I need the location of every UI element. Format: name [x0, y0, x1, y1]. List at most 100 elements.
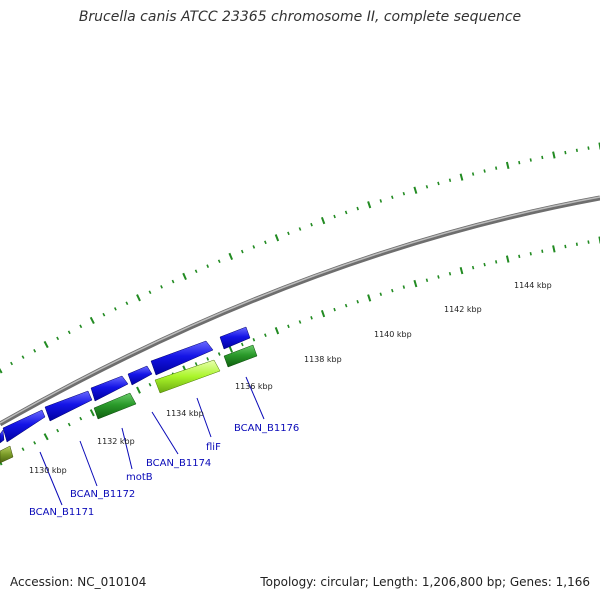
minor-tick — [379, 292, 383, 296]
gene-feature-forward[interactable] — [2, 409, 46, 443]
gene-feature-forward[interactable] — [219, 326, 251, 350]
minor-tick — [194, 269, 198, 274]
gene-feature-forward[interactable] — [0, 429, 5, 444]
map-title: Brucella canis ATCC 23365 chromosome II,… — [78, 9, 522, 25]
minor-tick — [333, 307, 336, 312]
major-tick — [43, 433, 49, 441]
minor-tick — [160, 285, 163, 289]
minor-tick — [448, 178, 452, 182]
accession-text: Accession: NC_010104 — [10, 575, 147, 589]
minor-tick — [402, 191, 406, 196]
minor-tick — [575, 148, 578, 153]
minor-tick — [391, 195, 394, 200]
minor-tick — [33, 441, 37, 445]
minor-tick — [21, 355, 25, 359]
kbp-label: 1140 kbp — [374, 330, 412, 339]
minor-tick — [206, 357, 210, 361]
major-tick — [274, 234, 280, 242]
major-tick — [228, 345, 234, 353]
minor-tick — [356, 206, 359, 211]
minor-tick — [425, 278, 429, 283]
major-tick — [0, 367, 3, 374]
scale-labels: 1130 kbp 1132 kbp 1134 kbp 1136 kbp 1138… — [29, 281, 552, 475]
minor-tick — [252, 245, 256, 249]
sequence-backbone — [0, 195, 600, 427]
minor-tick — [264, 240, 267, 245]
minor-tick — [437, 275, 440, 279]
minor-tick — [587, 240, 590, 244]
gene-label-leaders — [39, 376, 265, 506]
gene-feature-forward[interactable] — [44, 390, 93, 422]
major-tick — [320, 309, 326, 318]
minor-tick — [391, 288, 394, 293]
gene-feature-forward[interactable] — [127, 365, 153, 386]
minor-tick — [379, 199, 383, 203]
major-tick — [505, 161, 510, 170]
major-tick — [182, 272, 187, 281]
kbp-label: 1144 kbp — [514, 281, 552, 290]
minor-tick — [240, 249, 244, 254]
gene-label-bcan-b1174[interactable]: BCAN_B1174 — [146, 458, 211, 469]
minor-tick — [113, 307, 117, 311]
outer-tick-ring — [0, 142, 600, 374]
minor-tick — [587, 146, 590, 150]
forward-strand-genes — [0, 326, 251, 444]
minor-tick — [33, 349, 37, 353]
minor-tick — [344, 303, 348, 308]
minor-tick — [495, 166, 498, 170]
minor-tick — [298, 320, 302, 324]
major-tick — [367, 294, 372, 302]
major-tick — [552, 151, 556, 159]
minor-tick — [333, 214, 336, 219]
gene-feature-forward[interactable] — [150, 340, 214, 376]
minor-tick — [194, 362, 198, 366]
gene-feature-olive[interactable] — [0, 445, 14, 464]
gene-feature-reverse[interactable] — [223, 344, 258, 368]
minor-tick — [541, 155, 544, 160]
gene-label-motb[interactable]: motB — [126, 472, 153, 483]
minor-tick — [56, 428, 60, 433]
minor-tick — [67, 422, 71, 427]
minor-tick — [79, 416, 83, 421]
gene-feature-forward[interactable] — [90, 375, 129, 402]
minor-tick — [529, 158, 532, 162]
major-tick — [505, 255, 510, 263]
minor-tick — [425, 185, 429, 189]
minor-tick — [356, 299, 359, 304]
major-tick — [136, 386, 141, 394]
minor-tick — [344, 210, 348, 215]
reverse-strand-genes — [0, 344, 258, 464]
minor-tick — [287, 231, 290, 236]
minor-tick — [264, 333, 267, 337]
minor-tick — [217, 259, 221, 264]
major-tick — [413, 279, 418, 288]
major-tick — [0, 459, 3, 466]
minor-tick — [79, 324, 83, 329]
kbp-label: 1130 kbp — [29, 466, 67, 475]
gene-label-flif[interactable]: fliF — [206, 442, 221, 453]
minor-tick — [217, 352, 221, 356]
gene-feature-reverse[interactable] — [93, 392, 137, 420]
gene-feature-highlight[interactable] — [154, 359, 221, 394]
topology-text: Topology: circular; Length: 1,206,800 bp… — [260, 575, 590, 589]
gene-label-bcan-b1176[interactable]: BCAN_B1176 — [234, 423, 299, 434]
sequence-backbone-highlight — [0, 196, 600, 424]
gene-label-bcan-b1171[interactable]: BCAN_B1171 — [29, 507, 94, 518]
minor-tick — [171, 279, 175, 284]
major-tick — [367, 201, 372, 209]
minor-tick — [564, 244, 567, 249]
major-tick — [552, 245, 556, 253]
kbp-label: 1142 kbp — [444, 305, 482, 314]
minor-tick — [252, 338, 256, 342]
minor-tick — [402, 285, 406, 289]
minor-tick — [67, 330, 71, 335]
minor-tick — [471, 172, 475, 176]
minor-tick — [240, 342, 244, 347]
minor-tick — [471, 265, 475, 270]
minor-tick — [56, 336, 60, 341]
kbp-label: 1138 kbp — [304, 355, 342, 364]
gene-label-bcan-b1172[interactable]: BCAN_B1172 — [70, 489, 135, 500]
major-tick — [413, 186, 418, 194]
